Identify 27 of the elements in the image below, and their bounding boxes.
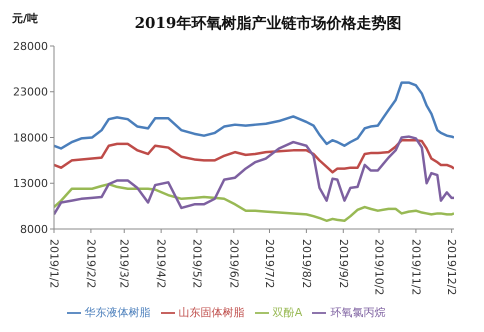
legend-label: 华东液体树脂: [84, 306, 151, 319]
chart-title: 2019年环氧树脂产业链市场价格走势图: [134, 14, 402, 33]
line-series: [54, 138, 454, 174]
x-tick-label: 2019/2/2: [84, 239, 98, 288]
y-tick-label: 8000: [20, 222, 48, 236]
y-tick-label: 13000: [13, 177, 48, 190]
y-axis-title: 元/吨: [12, 11, 38, 26]
line-series: [54, 81, 454, 150]
x-tick-label: 2019/1/2: [48, 239, 60, 288]
x-tick-label: 2019/5/2: [190, 239, 204, 288]
y-tick-label: 28000: [13, 40, 48, 53]
legend-label: 环氧氯丙烷: [330, 306, 386, 319]
legend-label: 双酚A: [272, 306, 302, 319]
y-tick-label: 18000: [13, 131, 48, 144]
x-tick-label: 2019/8/2: [300, 239, 313, 288]
legend-label: 山东固体树脂: [178, 306, 245, 319]
x-tick-label: 2019/9/2: [336, 239, 350, 288]
x-tick-label: 2019/6/2: [227, 239, 240, 288]
line-series: [54, 135, 454, 216]
x-tick-label: 2019/4/2: [154, 239, 168, 288]
x-tick-label: 2019/11/2: [409, 239, 422, 296]
x-tick-label: 2019/7/2: [262, 239, 276, 288]
y-tick-label: 23000: [13, 86, 48, 99]
x-tick-label: 2019/3/2: [118, 239, 131, 288]
line-series: [54, 182, 454, 222]
x-tick-label: 2019/12/2: [445, 239, 458, 296]
x-tick-label: 2019/10/2: [372, 239, 386, 296]
